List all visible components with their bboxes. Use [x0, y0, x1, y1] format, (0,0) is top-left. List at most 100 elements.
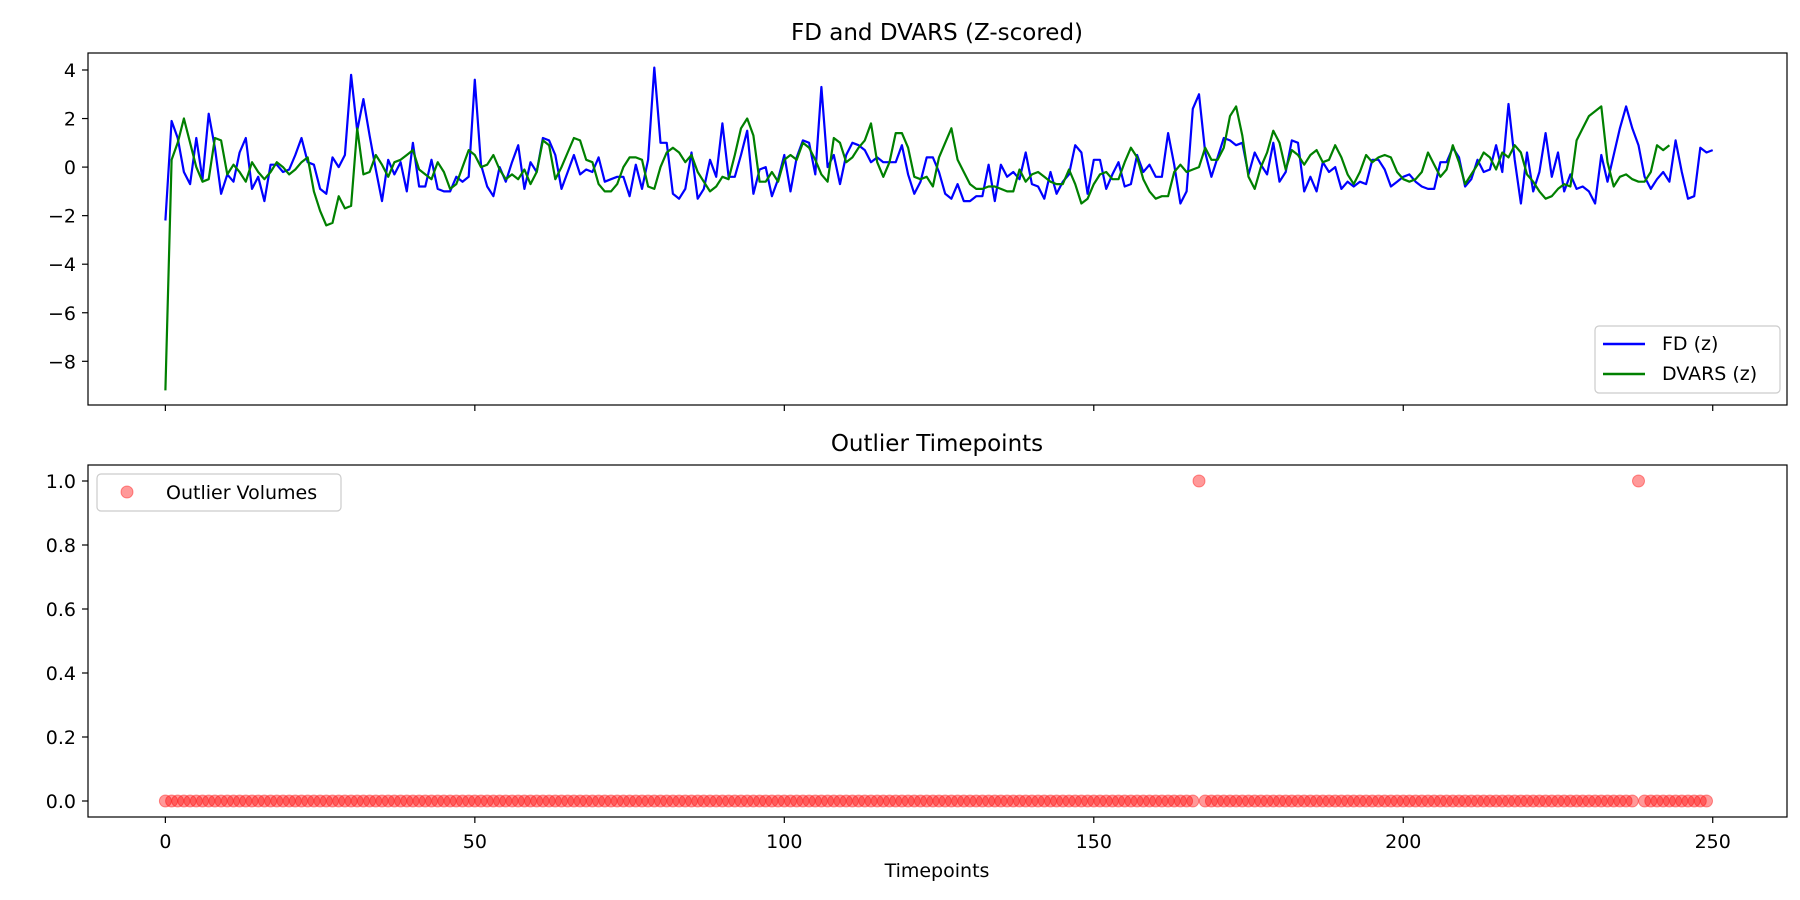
volume-point [449, 794, 463, 808]
top-y-ticks: 4 2 0 −2 −4 −6 −8 [48, 60, 88, 373]
top-y-tick-label: −4 [48, 254, 76, 276]
volume-point [858, 794, 872, 808]
volume-point [883, 794, 896, 808]
volume-point [158, 794, 172, 808]
dvars-series-line [164, 105, 1671, 391]
volume-point [1167, 794, 1181, 808]
x-axis-label: Timepoints [884, 860, 990, 882]
volume-point [1415, 794, 1429, 808]
bottom-x-ticks: 0 50 100 150 200 250 [159, 817, 1731, 853]
volume-point [1099, 794, 1113, 808]
volume-point [1303, 794, 1317, 808]
volume-point [1489, 794, 1503, 808]
volume-point [585, 794, 599, 808]
volume-point [969, 794, 983, 808]
volume-point [1155, 794, 1169, 808]
volume-point [326, 794, 339, 808]
volume-point [691, 794, 705, 808]
volume-point [356, 794, 370, 808]
volume-point [920, 794, 934, 808]
volume-point [672, 794, 686, 808]
volume-point [1322, 794, 1336, 808]
volume-point [864, 794, 878, 808]
volume-point [1161, 794, 1175, 808]
volume-point [895, 794, 909, 808]
bottom-x-tick-label: 250 [1695, 831, 1731, 853]
bottom-y-tick-label: 0.4 [46, 663, 76, 685]
outlier-panel: Outlier Timepoints 1.0 0.8 0.6 0.4 0.2 0.0 0 5… [46, 431, 1788, 882]
bottom-legend: Outlier Volumes [96, 473, 342, 512]
volume-point [1254, 794, 1268, 808]
volume-point [456, 794, 469, 808]
volume-point [1031, 794, 1045, 808]
volume-point [1607, 794, 1621, 808]
volume-point [926, 794, 940, 808]
volume-point [1619, 794, 1633, 808]
top-chart-title: FD and DVARS (Z-scored) [791, 20, 1083, 46]
volume-point [1334, 794, 1348, 808]
volume-point [889, 794, 903, 808]
volume-point [1143, 794, 1156, 808]
volume-point [264, 794, 278, 808]
volume-point [1390, 794, 1404, 808]
bottom-plot-frame [87, 464, 1788, 818]
volume-point [1217, 794, 1231, 808]
volume-point [988, 794, 1002, 808]
volume-point [1062, 794, 1076, 808]
volume-point [616, 794, 630, 808]
volume-point [1248, 794, 1262, 808]
outlier-point [1632, 474, 1645, 488]
volume-point [220, 794, 234, 808]
volume-point [400, 794, 414, 808]
bottom-x-tick-label: 0 [159, 831, 171, 853]
volume-point [511, 794, 525, 808]
volume-point [1687, 794, 1701, 808]
volume-point [406, 794, 420, 808]
volume-point [573, 794, 587, 808]
volume-point [728, 794, 742, 808]
volume-point [437, 794, 451, 808]
volume-point [697, 794, 711, 808]
bottom-y-tick-label: 0.0 [46, 791, 76, 813]
volume-point [629, 794, 643, 808]
bottom-x-tick-label: 50 [463, 831, 487, 853]
volume-point [313, 794, 327, 808]
volume-point [214, 794, 228, 808]
volume-point [1675, 794, 1689, 808]
volume-point [845, 794, 859, 808]
volume-point [1204, 794, 1218, 808]
volume-point [1105, 794, 1119, 808]
volume-point [1093, 794, 1107, 808]
volume-point [1650, 794, 1664, 808]
volume-point [474, 794, 488, 808]
dvars-legend-label: DVARS (z) [1662, 363, 1757, 385]
volume-point [963, 794, 977, 808]
volume-point [957, 794, 971, 808]
volume-point [1644, 794, 1658, 808]
volume-point [660, 794, 674, 808]
volume-point [839, 794, 853, 808]
top-plot-frame [87, 52, 1788, 406]
volume-point [1656, 794, 1670, 808]
volume-point [1149, 794, 1163, 808]
volume-point [233, 794, 247, 808]
volume-point [765, 794, 779, 808]
volume-point [610, 794, 624, 808]
volume-point [1260, 794, 1274, 808]
volume-point [251, 794, 265, 808]
volume-point [1006, 794, 1020, 808]
bottom-y-ticks: 1.0 0.8 0.6 0.4 0.2 0.0 [46, 471, 88, 813]
volume-point [1347, 794, 1361, 808]
volume-point [944, 794, 958, 808]
volume-point [771, 794, 785, 808]
volume-point [270, 794, 284, 808]
volume-point [1316, 794, 1330, 808]
volume-point [1402, 794, 1416, 808]
volume-point [1266, 794, 1280, 808]
volume-point [1050, 794, 1064, 808]
volume-point [1545, 794, 1559, 808]
volume-point [746, 794, 760, 808]
volume-point [1013, 794, 1026, 808]
volume-point [1297, 794, 1311, 808]
volume-point [1563, 794, 1577, 808]
